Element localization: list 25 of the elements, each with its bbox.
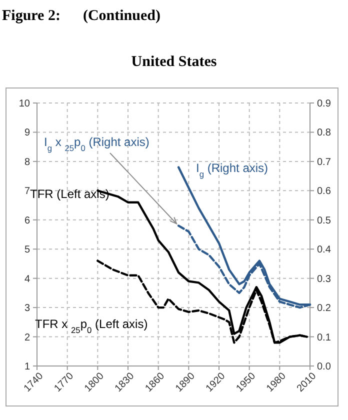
y2-tick-label: 0.9 <box>317 98 332 110</box>
y2-tick-label: 0.2 <box>317 303 332 314</box>
y2-tick-label: 0.5 <box>317 215 332 226</box>
y-tick-label: 4 <box>24 274 30 285</box>
y-tick-label: 10 <box>18 98 30 110</box>
text: I$_{g}$ x $_{25}$p$_{0}$ (Right axis) <box>44 135 150 153</box>
y2-tick-label: 0.3 <box>317 274 332 285</box>
y-tick-label: 5 <box>24 244 30 256</box>
y2-tick-label: 0.7 <box>317 156 332 168</box>
y-tick-label: 3 <box>24 303 30 314</box>
y-tick-label: 7 <box>24 186 30 198</box>
y2-tick-label: 0.6 <box>317 186 332 198</box>
y2-tick-label: 0.8 <box>317 128 332 139</box>
y2-tick-label: 0.4 <box>317 244 332 256</box>
caption: Figure 2: (Continued) <box>2 8 160 24</box>
chart-title: United States <box>131 54 217 70</box>
series-label: TFR x $_{25}$p$_{0}$ (Left axis) <box>35 317 148 335</box>
y-tick-label: 2 <box>24 332 30 344</box>
y-tick-label: 1 <box>24 362 30 372</box>
y2-tick-label: 0.1 <box>317 332 332 344</box>
y-tick-label: 6 <box>24 215 30 226</box>
series-label: I$_{g}$ (Right axis) <box>196 161 268 179</box>
y-tick-label: 8 <box>24 156 30 168</box>
y-tick-label: 9 <box>24 128 30 139</box>
y2-tick-label: 0.0 <box>317 362 332 372</box>
